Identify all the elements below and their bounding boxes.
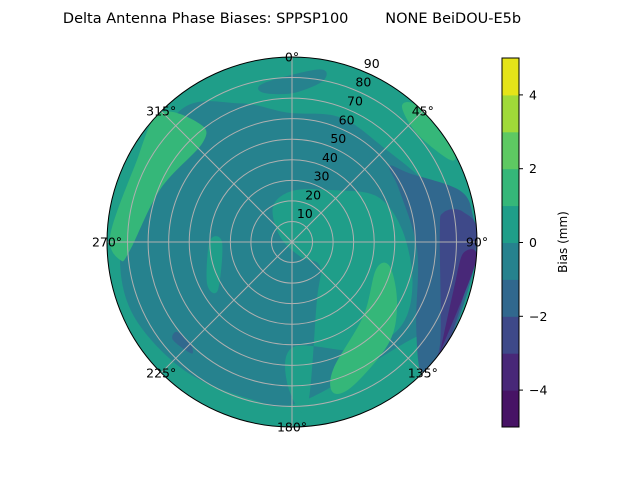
polar-frame [106,56,478,428]
colorbar-bin [502,390,519,428]
colorbar-tick-label: −4 [529,383,547,398]
colorbar-tick-label: 4 [529,87,537,102]
angular-gridline-225 [160,241,293,374]
angular-gridline-45 [291,110,424,243]
colorbar-tick-label: 0 [529,235,537,250]
contour-region-2 [272,188,413,414]
radial-tick-label: 70 [347,94,363,109]
radial-tick-label: 20 [305,187,321,202]
angular-tick-label: 90° [466,235,488,250]
angular-tick-label: 315° [146,104,176,119]
radial-tick-label: 10 [297,206,313,221]
angular-tick-label: 225° [146,365,176,380]
colorbar-bin [502,205,519,243]
polar-plot-area: 0° 45° 90° 135° 180° 225° 270° 315° 10 20 30 40 50 60… [92,50,488,435]
colorbar-tick-label: 2 [529,161,537,176]
radial-tick-label: 30 [314,169,330,184]
radial-tick-label: 80 [355,75,371,90]
contour-region-8 [172,331,194,354]
colorbar-bin [502,131,519,170]
colorbar: −4 −2 0 2 4 [488,57,547,428]
chart-title: Delta Antenna Phase Biases: SPPSP100 NON… [63,11,521,27]
contour-region-9 [429,209,477,366]
radial-tick-label: 40 [322,150,338,165]
contour-region-5 [401,102,456,161]
colorbar-bin [502,242,519,280]
radial-tick-label: 90 [364,56,380,71]
colorbar-bin [502,168,519,207]
colorbar-label: Bias (mm) [556,211,570,273]
radial-tick-label: 60 [339,112,355,127]
angular-tick-label: 45° [412,104,434,119]
angular-gridline-135 [291,241,424,374]
colorbar-tick-label: −2 [529,309,547,324]
colorbar-bin [502,279,519,317]
angular-tick-label: 270° [92,235,122,250]
contour-region-10 [436,249,477,364]
radial-tick-label: 50 [330,131,346,146]
colorbar-bin [502,58,519,96]
colorbar-bin [502,353,519,391]
colorbar-bin [502,316,519,354]
angular-gridline-315 [160,110,293,243]
angular-tick-label: 135° [408,365,438,380]
colorbar-bin [502,94,519,133]
angular-tick-label: 180° [277,420,307,435]
angular-tick-label: 0° [285,50,299,65]
